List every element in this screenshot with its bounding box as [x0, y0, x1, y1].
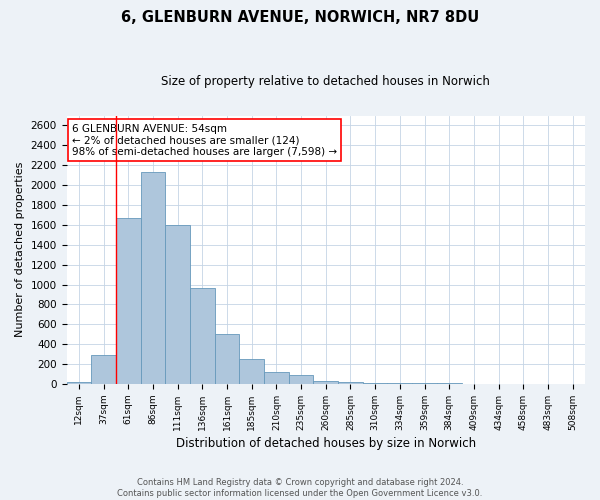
Bar: [264, 372, 289, 384]
Y-axis label: Number of detached properties: Number of detached properties: [15, 162, 25, 338]
Text: 6, GLENBURN AVENUE, NORWICH, NR7 8DU: 6, GLENBURN AVENUE, NORWICH, NR7 8DU: [121, 10, 479, 25]
Text: Contains HM Land Registry data © Crown copyright and database right 2024.
Contai: Contains HM Land Registry data © Crown c…: [118, 478, 482, 498]
Text: 6 GLENBURN AVENUE: 54sqm
← 2% of detached houses are smaller (124)
98% of semi-d: 6 GLENBURN AVENUE: 54sqm ← 2% of detache…: [72, 124, 337, 157]
Bar: [363, 383, 388, 384]
Bar: [116, 218, 140, 384]
X-axis label: Distribution of detached houses by size in Norwich: Distribution of detached houses by size …: [176, 437, 476, 450]
Bar: [140, 172, 165, 384]
Bar: [190, 288, 215, 384]
Bar: [289, 374, 313, 384]
Bar: [313, 381, 338, 384]
Bar: [338, 382, 363, 384]
Bar: [215, 334, 239, 384]
Bar: [239, 358, 264, 384]
Title: Size of property relative to detached houses in Norwich: Size of property relative to detached ho…: [161, 75, 490, 88]
Bar: [67, 382, 91, 384]
Bar: [91, 354, 116, 384]
Bar: [165, 225, 190, 384]
